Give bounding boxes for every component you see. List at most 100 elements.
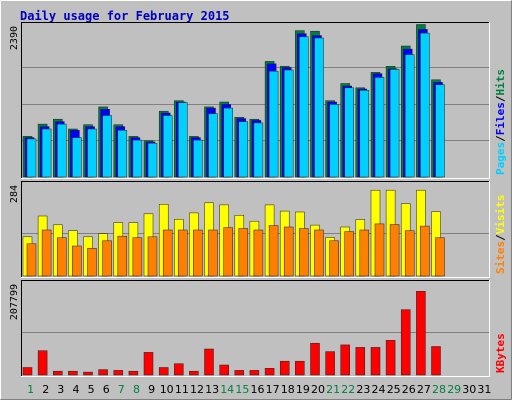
- bar-pages-day-9: [147, 142, 158, 178]
- x-tick-label-24: 24: [372, 383, 386, 396]
- x-tick-label-23: 23: [356, 383, 370, 396]
- bar-sites-day-11: [178, 229, 188, 277]
- bar-kbytes-day-20: [310, 342, 320, 376]
- bar-kbytes-day-8: [128, 370, 139, 376]
- bar-sites-day-2: [41, 229, 52, 277]
- bar-sites-day-10: [162, 229, 173, 277]
- bar-kbytes-day-27: [416, 291, 426, 376]
- bar-sites-day-27: [420, 225, 430, 277]
- bar-pages-day-28: [435, 84, 445, 178]
- x-tick-label-31: 31: [477, 383, 491, 396]
- bar-kbytes-day-14: [219, 364, 229, 376]
- x-tick-label-11: 11: [175, 383, 189, 396]
- panel-visits-side-legend: Sites/Visits: [494, 195, 507, 275]
- bar-kbytes-day-2: [37, 350, 48, 376]
- bar-sites-day-28: [435, 237, 445, 277]
- x-tick-label-25: 25: [387, 383, 401, 396]
- bar-pages-day-20: [314, 37, 324, 178]
- bar-sites-day-17: [268, 225, 279, 277]
- x-tick-label-3: 3: [57, 383, 64, 396]
- bar-kbytes-day-11: [174, 363, 184, 376]
- bar-pages-day-7: [117, 130, 128, 178]
- bar-kbytes-day-1: [22, 367, 33, 376]
- bar-kbytes-day-15: [234, 370, 245, 376]
- bar-sites-day-21: [329, 240, 339, 277]
- bar-kbytes-day-26: [400, 309, 411, 376]
- bar-sites-day-25: [389, 224, 400, 277]
- bar-pages-day-12: [193, 139, 203, 178]
- legend-separator: /: [494, 95, 507, 102]
- x-tick-label-17: 17: [266, 383, 280, 396]
- bar-sites-day-26: [404, 230, 415, 277]
- legend-sites: Sites: [494, 241, 507, 274]
- x-tick-label-18: 18: [281, 383, 295, 396]
- panel-kbytes-side-legend: KBytes: [494, 333, 507, 373]
- bar-pages-day-3: [57, 123, 67, 178]
- x-tick-label-14: 14: [220, 383, 234, 396]
- bar-sites-day-4: [72, 245, 82, 277]
- bar-pages-day-15: [238, 121, 249, 178]
- x-tick-label-5: 5: [88, 383, 95, 396]
- bar-kbytes-day-18: [279, 360, 290, 376]
- bar-kbytes-day-3: [53, 370, 63, 376]
- panel-kbytes-ymax-label: 207799: [9, 284, 20, 320]
- panel-visits: 284 Sites/Visits: [9, 181, 507, 278]
- x-tick-label-12: 12: [190, 383, 204, 396]
- bar-sites-day-6: [102, 240, 112, 277]
- x-tick-label-19: 19: [296, 383, 310, 396]
- bar-kbytes-day-25: [385, 340, 396, 376]
- bar-pages-day-4: [72, 137, 82, 178]
- legend-hits: Hits: [494, 69, 507, 96]
- bar-kbytes-day-22: [340, 344, 350, 376]
- panel-hits: 2390 Pages/Files/Hits: [9, 22, 507, 179]
- bar-sites-day-9: [147, 236, 158, 277]
- x-tick-label-4: 4: [73, 383, 80, 396]
- panel-hits-ymax-label: 2390: [9, 26, 20, 50]
- bar-sites-day-22: [344, 231, 354, 277]
- bar-sites-day-12: [193, 229, 203, 277]
- bar-pages-day-21: [329, 104, 339, 178]
- bar-pages-day-2: [41, 128, 52, 178]
- x-tick-label-30: 30: [462, 383, 476, 396]
- bar-kbytes-day-10: [158, 367, 169, 376]
- bar-sites-day-23: [359, 229, 370, 277]
- legend-visits: Visits: [494, 195, 507, 235]
- x-tick-label-21: 21: [326, 383, 340, 396]
- bar-sites-day-13: [208, 229, 218, 277]
- x-tick-label-7: 7: [118, 383, 125, 396]
- bar-pages-day-22: [344, 87, 354, 178]
- panel-kbytes-area: [21, 280, 490, 377]
- bar-kbytes-day-23: [355, 347, 366, 376]
- x-axis: 1 2 3 4 5 6 7 8 9 10 11 12 13 14 15 16 17 18 19 20 21 22 23 24 2…: [27, 383, 491, 396]
- x-tick-label-15: 15: [235, 383, 249, 396]
- x-tick-label-13: 13: [205, 383, 219, 396]
- x-tick-label-26: 26: [402, 383, 416, 396]
- bar-kbytes-day-7: [113, 370, 124, 376]
- bar-pages-day-5: [87, 128, 97, 178]
- bar-kbytes-day-4: [68, 370, 78, 376]
- bar-pages-day-19: [299, 36, 309, 178]
- bar-kbytes-day-9: [143, 352, 154, 376]
- bar-sites-day-24: [374, 223, 385, 277]
- bar-sites-day-16: [253, 229, 264, 277]
- bar-kbytes-day-5: [83, 371, 93, 376]
- panel-hits-side-legend: Pages/Files/Hits: [494, 69, 507, 175]
- bar-kbytes-day-12: [189, 370, 199, 376]
- bar-pages-day-14: [223, 107, 233, 178]
- x-tick-label-9: 9: [148, 383, 155, 396]
- bar-pages-day-8: [132, 139, 143, 178]
- bar-pages-day-26: [404, 54, 415, 178]
- bar-sites-day-20: [314, 229, 324, 277]
- x-tick-label-2: 2: [42, 383, 49, 396]
- bar-sites-day-14: [223, 227, 233, 277]
- bar-pages-day-25: [389, 69, 400, 178]
- x-tick-label-27: 27: [417, 383, 431, 396]
- bar-sites-day-19: [299, 228, 309, 277]
- bar-pages-day-17: [268, 70, 279, 178]
- bar-sites-day-7: [117, 235, 128, 277]
- bar-kbytes-day-24: [370, 347, 381, 376]
- bar-pages-day-1: [26, 138, 37, 178]
- bar-kbytes-day-13: [204, 348, 214, 376]
- panel-kbytes: 207799 KBytes: [9, 280, 507, 377]
